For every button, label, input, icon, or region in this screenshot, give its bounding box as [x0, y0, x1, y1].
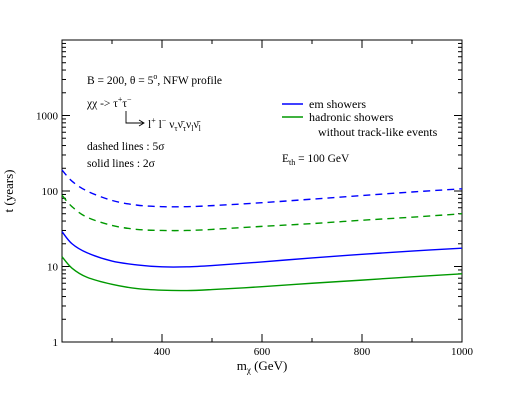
x-tick-label: 600 — [254, 346, 271, 358]
axis-ticks: 400 600 800 1000 1 10 100 1000 — [36, 40, 474, 358]
params-annotation: B = 200, θ = 5o, NFW profile — [87, 72, 222, 87]
solid-lines-annotation: solid lines : 2σ — [87, 158, 156, 170]
y-tick-label: 10 — [47, 262, 59, 274]
series-group — [61, 169, 463, 292]
x-tick-label: 800 — [354, 346, 371, 358]
dashed-lines-annotation: dashed lines : 5σ — [87, 141, 165, 153]
series-line-solid-3 — [61, 256, 463, 292]
legend: em showers hadronic showers without trac… — [282, 97, 438, 139]
legend-label-hadronic: hadronic showers — [309, 110, 394, 124]
x-tick-label: 400 — [154, 346, 171, 358]
y-tick-label: 1 — [53, 337, 59, 349]
decay-arrow — [125, 111, 143, 124]
channel-annotation: χχ -> τ+τ− — [86, 95, 132, 110]
threshold-annotation: Eth = 100 GeV — [282, 153, 350, 167]
y-axis-label: t (years) — [1, 170, 16, 213]
y-tick-label: 1000 — [36, 111, 59, 123]
series-line-dashed-1 — [61, 194, 463, 232]
x-axis-label: mχ (GeV) — [237, 358, 288, 375]
decay-arrowhead — [138, 119, 145, 127]
y-tick-label: 100 — [42, 186, 59, 198]
legend-label-em: em showers — [309, 97, 366, 111]
series-line-dashed-0 — [61, 169, 463, 208]
legend-label-hadronic-line2: without track-like events — [318, 125, 438, 139]
series-line-solid-2 — [61, 231, 463, 268]
annotation-block: B = 200, θ = 5o, NFW profile χχ -> τ+τ− … — [86, 72, 350, 170]
x-tick-label: 1000 — [451, 346, 474, 358]
decay-annotation: l+ l− ντν̄τνlν̄l — [148, 116, 202, 133]
